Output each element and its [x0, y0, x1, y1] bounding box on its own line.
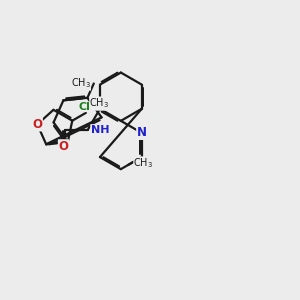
Text: N: N	[137, 126, 147, 140]
Text: CH$_3$: CH$_3$	[134, 157, 154, 170]
Text: NH: NH	[91, 125, 109, 135]
Text: CH$_3$: CH$_3$	[71, 76, 91, 90]
Text: CH$_3$: CH$_3$	[89, 97, 110, 110]
Text: O: O	[58, 140, 68, 153]
Text: Cl: Cl	[78, 102, 90, 112]
Text: O: O	[32, 118, 42, 131]
